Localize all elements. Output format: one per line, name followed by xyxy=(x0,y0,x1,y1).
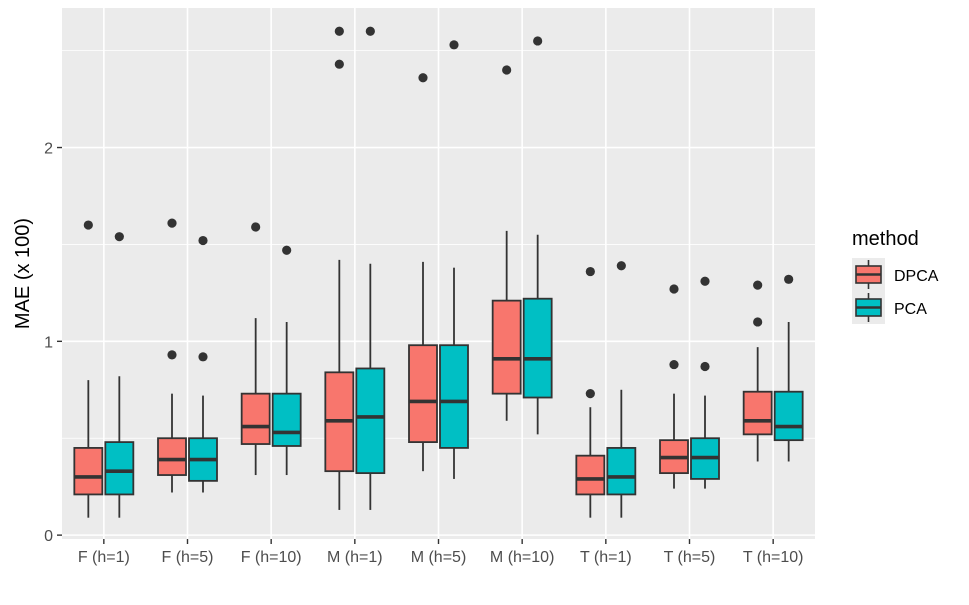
box-body xyxy=(439,344,469,449)
box-pca-2 xyxy=(188,235,218,493)
box-dpca-1 xyxy=(73,220,104,518)
box-body xyxy=(271,392,302,447)
outlier-point xyxy=(669,359,679,370)
box-body xyxy=(575,454,606,496)
outlier-point xyxy=(669,284,679,294)
legend-title: method xyxy=(852,228,919,250)
boxes-layer xyxy=(73,26,804,518)
legend: method DPCA PCA xyxy=(852,228,939,324)
x-tick-label: T (h=10) xyxy=(743,549,804,566)
outlier-point xyxy=(449,40,459,50)
y-axis-title: MAE (x 100) xyxy=(12,218,34,329)
box-body xyxy=(355,367,386,475)
x-tick-label: T (h=1) xyxy=(580,549,632,566)
box-dpca-8 xyxy=(659,284,689,489)
box-dpca-6 xyxy=(491,65,522,421)
box-dpca-9 xyxy=(742,280,773,462)
box-body xyxy=(157,437,187,476)
box-body xyxy=(240,392,271,445)
outlier-point xyxy=(198,352,208,362)
y-tick-label: 1 xyxy=(44,334,53,351)
x-tick-label: M (h=10) xyxy=(490,549,554,566)
outlier-point xyxy=(700,276,710,286)
legend-label-dpca: DPCA xyxy=(894,268,939,285)
x-tick-label: F (h=10) xyxy=(241,549,302,566)
box-pca-5 xyxy=(439,40,469,479)
box-body xyxy=(73,447,104,496)
outlier-point xyxy=(334,59,344,69)
outlier-point xyxy=(784,274,794,284)
box-body xyxy=(742,390,773,436)
box-dpca-7 xyxy=(575,266,606,518)
outlier-point xyxy=(365,26,375,36)
outlier-point xyxy=(700,361,710,372)
x-tick-label: T (h=5) xyxy=(664,549,716,566)
legend-key-pca xyxy=(852,291,885,324)
y-tick-label: 0 xyxy=(44,528,53,545)
outlier-point xyxy=(585,389,595,399)
box-body xyxy=(491,299,522,395)
box-body xyxy=(773,390,804,442)
box-pca-8 xyxy=(690,276,720,489)
box-dpca-4 xyxy=(324,26,355,510)
box-pca-9 xyxy=(773,274,804,462)
box-dpca-5 xyxy=(408,73,438,472)
box-pca-6 xyxy=(522,36,553,435)
outlier-point xyxy=(616,261,626,271)
outlier-point xyxy=(334,26,344,36)
outlier-point xyxy=(753,280,763,290)
legend-label-pca: PCA xyxy=(894,301,927,318)
x-tick-label: M (h=1) xyxy=(327,549,383,566)
outlier-point xyxy=(753,317,763,327)
outlier-point xyxy=(83,220,93,230)
box-pca-1 xyxy=(104,232,135,518)
box-body xyxy=(408,344,438,444)
outlier-point xyxy=(502,65,512,75)
outlier-point xyxy=(418,73,428,83)
outlier-point xyxy=(198,235,208,246)
y-tick-label: 2 xyxy=(44,141,53,158)
box-body xyxy=(522,297,553,399)
outlier-point xyxy=(533,36,543,46)
x-tick-label: F (h=5) xyxy=(161,549,213,566)
outlier-point xyxy=(114,232,124,242)
outlier-point xyxy=(167,218,177,228)
box-pca-3 xyxy=(271,245,302,476)
x-tick-label: F (h=1) xyxy=(78,549,130,566)
box-pca-7 xyxy=(606,261,637,518)
outlier-point xyxy=(251,222,261,232)
legend-key-dpca xyxy=(852,258,885,291)
outlier-point xyxy=(585,266,595,277)
box-pca-4 xyxy=(355,26,386,510)
box-body xyxy=(606,447,637,496)
box-dpca-3 xyxy=(240,222,271,476)
outlier-point xyxy=(167,350,177,360)
x-axis: F (h=1) F (h=5) F (h=10) M (h=1) M (h=5) M (h… xyxy=(78,539,804,566)
y-axis: 0 1 2 xyxy=(44,141,62,545)
box-body xyxy=(104,441,135,496)
grid-lines xyxy=(62,8,815,539)
box-dpca-2 xyxy=(157,218,187,493)
outlier-point xyxy=(282,245,292,255)
x-tick-label: M (h=5) xyxy=(411,549,467,566)
